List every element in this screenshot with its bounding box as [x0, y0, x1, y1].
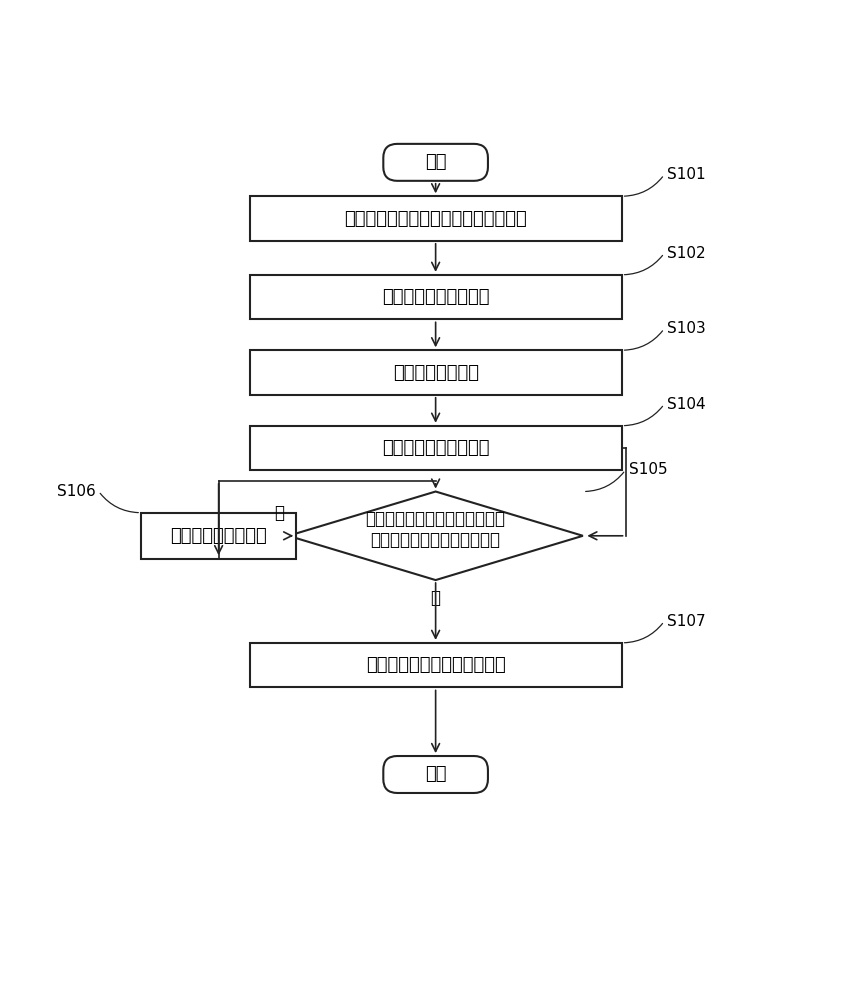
Text: 调整预设模型参数值: 调整预设模型参数值	[170, 527, 267, 545]
Text: 判断第二阻抗曲线与第一阻抗曲
线的相似度是否大于预设门限: 判断第二阻抗曲线与第一阻抗曲 线的相似度是否大于预设门限	[366, 510, 506, 549]
Text: 测量触控振动器两端的电压值与电流值: 测量触控振动器两端的电压值与电流值	[344, 210, 527, 228]
Text: S104: S104	[667, 397, 706, 412]
Text: 是: 是	[431, 589, 440, 607]
Text: 开始: 开始	[425, 153, 446, 171]
Text: S106: S106	[57, 484, 95, 499]
Bar	[250, 643, 621, 687]
Text: S102: S102	[667, 246, 706, 261]
Bar	[250, 426, 621, 470]
Polygon shape	[288, 492, 583, 580]
Bar	[250, 350, 621, 395]
FancyBboxPatch shape	[383, 756, 488, 793]
Text: 计算得到第一阻抗曲线: 计算得到第一阻抗曲线	[382, 288, 490, 306]
Text: 计算得到第二阻抗曲线: 计算得到第二阻抗曲线	[382, 439, 490, 457]
Bar	[141, 513, 296, 559]
Text: S101: S101	[667, 167, 706, 182]
Bar	[250, 275, 621, 319]
Text: 获取触控振动器的模型参数值: 获取触控振动器的模型参数值	[366, 656, 506, 674]
Text: 选定初始模型参数: 选定初始模型参数	[393, 364, 479, 382]
Text: 结束: 结束	[425, 766, 446, 784]
Bar	[250, 196, 621, 241]
Text: S107: S107	[667, 614, 706, 629]
Text: S105: S105	[629, 462, 667, 477]
FancyBboxPatch shape	[383, 144, 488, 181]
Text: S103: S103	[667, 321, 706, 336]
Text: 否: 否	[274, 504, 284, 522]
